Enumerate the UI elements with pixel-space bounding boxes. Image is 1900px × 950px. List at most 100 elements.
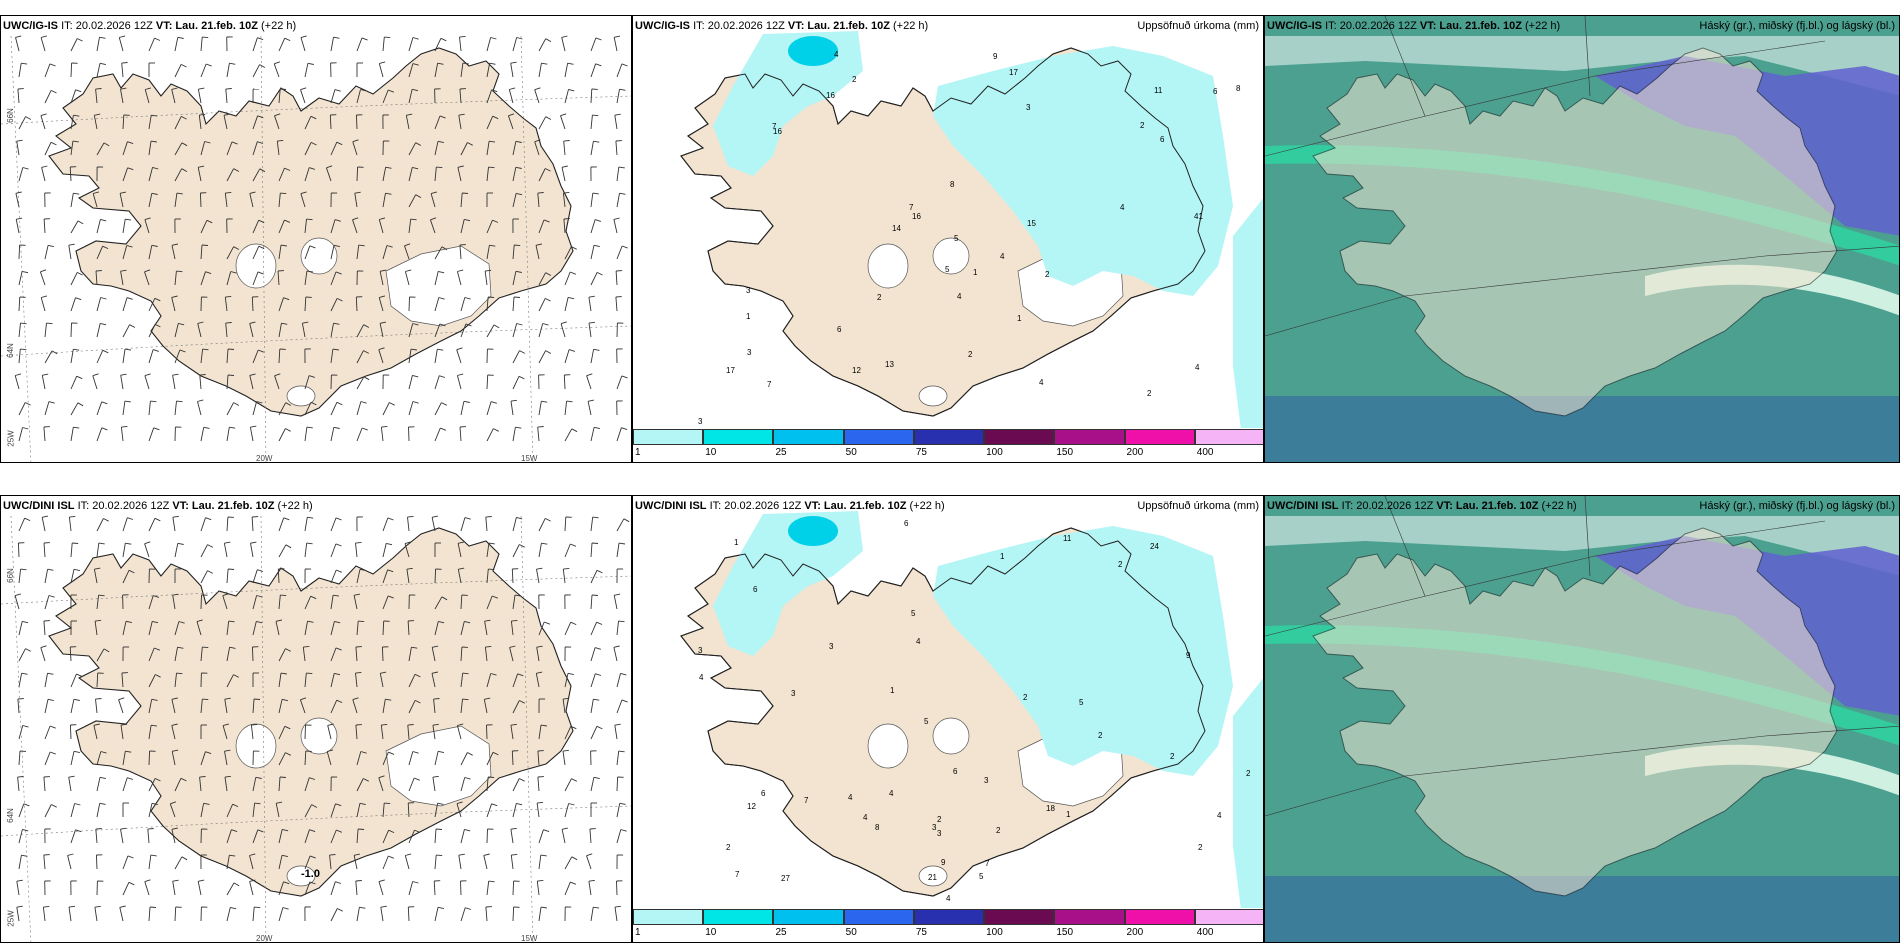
- wind-barb: [430, 193, 436, 208]
- wind-barb: [486, 828, 488, 844]
- wind-barb-flag: [458, 113, 465, 116]
- wind-barb-flag: [405, 269, 412, 272]
- wind-barb-flag: [509, 87, 516, 90]
- wind-barb: [407, 906, 410, 922]
- wind-barb-flag: [306, 542, 313, 545]
- wind-barb: [590, 272, 598, 286]
- wind-barb: [44, 401, 50, 416]
- wind-barb: [18, 244, 21, 260]
- wind-barb: [18, 673, 23, 688]
- wind-barb-flag: [458, 541, 464, 544]
- precip-panel-top: UWC/IG-IS IT: 20.02.2026 12Z VT: Lau. 21…: [632, 15, 1264, 463]
- wind-barb-flag: [258, 245, 265, 250]
- wind-barb: [434, 323, 441, 338]
- wind-barb: [200, 517, 206, 532]
- wind-barb: [590, 907, 594, 922]
- wind-barb-flag: [514, 594, 522, 597]
- wind-barb: [564, 349, 570, 364]
- wind-barb: [538, 168, 546, 182]
- wind-barb: [93, 569, 98, 584]
- wind-barb-flag: [306, 426, 313, 429]
- wind-barb-flag: [336, 141, 343, 146]
- wind-barb-flag: [98, 594, 105, 597]
- wind-barb-flag: [385, 192, 392, 195]
- wind-barb-flag: [25, 648, 32, 652]
- wind-barb: [17, 698, 20, 714]
- wind-barb: [95, 699, 98, 714]
- wind-barb: [278, 517, 285, 532]
- precip-value-label: 7: [804, 796, 809, 805]
- wind-barb-flag: [42, 373, 49, 376]
- wind-barb-flag: [465, 907, 472, 910]
- wind-barb: [356, 569, 361, 584]
- parallel-line: [1265, 40, 1826, 157]
- wind-barb-flag: [25, 116, 32, 120]
- wind-barb-flag: [592, 516, 599, 519]
- wind-barb: [538, 219, 545, 234]
- wind-barb-flag: [563, 191, 570, 194]
- wind-barb-flag: [456, 347, 463, 351]
- wind-barb: [614, 725, 618, 740]
- wind-barb-flag: [224, 749, 231, 752]
- wind-barb-flag: [207, 544, 214, 548]
- wind-barb-flag: [76, 375, 83, 380]
- wind-barb: [200, 349, 204, 364]
- wind-barb: [18, 402, 26, 416]
- wind-barb-flag: [436, 854, 443, 857]
- wind-barb-flag: [571, 428, 578, 433]
- wind-barb: [330, 219, 336, 234]
- precip-value-label: 11: [1154, 86, 1163, 95]
- wind-barb-flag: [540, 906, 547, 909]
- wind-barb-flag: [492, 115, 499, 120]
- precip-value-label: 1: [973, 268, 978, 277]
- wind-barb-flag: [16, 217, 23, 220]
- wind-barb: [486, 543, 490, 558]
- legend-swatch: [843, 429, 914, 445]
- wind-barb: [408, 89, 413, 104]
- wind-barb: [616, 776, 619, 792]
- precip-value-label: 2: [726, 843, 731, 852]
- wind-barb-flag: [537, 426, 544, 428]
- wind-barb: [562, 751, 566, 766]
- wind-barb: [352, 219, 358, 234]
- wind-barb-flag: [354, 191, 361, 194]
- wind-barb: [534, 89, 540, 104]
- panel-right-title: Háský (gr.), miðský (fj.bl.) og lágský (…: [1699, 500, 1895, 512]
- wind-barb: [564, 401, 568, 416]
- wind-barb-flag: [514, 244, 521, 247]
- legend-swatch: [773, 429, 844, 445]
- panel-right-title: Uppsöfnuð úrkoma (mm): [1137, 20, 1259, 32]
- wind-barb-flag: [47, 244, 55, 248]
- wind-barb-flag: [435, 828, 443, 830]
- wind-barb-flag: [282, 907, 289, 910]
- wind-barb: [616, 427, 622, 442]
- wind-barbs: [14, 515, 630, 922]
- wind-barb-flag: [49, 63, 56, 67]
- wind-barb: [120, 725, 124, 740]
- wind-barb-flag: [412, 37, 419, 40]
- wind-barb-flag: [20, 322, 27, 325]
- wind-barb-flag: [73, 114, 80, 117]
- cloud-map: [1265, 496, 1899, 942]
- wind-barb-flag: [73, 568, 80, 572]
- glacier-hofsjokull: [932, 717, 970, 755]
- wind-barb: [407, 517, 410, 532]
- wind-barb: [200, 271, 206, 286]
- lon-label-15: 15W: [521, 454, 538, 463]
- wind-barb-flag: [335, 543, 342, 547]
- wind-barb: [226, 402, 234, 416]
- glacier-myrdalsjokull: [918, 865, 948, 887]
- wind-barb: [616, 167, 620, 182]
- wind-barb: [355, 646, 358, 662]
- wind-barb: [300, 37, 306, 52]
- wind-barb: [197, 89, 202, 104]
- wind-barb: [329, 855, 332, 870]
- wind-barb: [407, 620, 410, 636]
- wind-barb-flag: [204, 141, 211, 144]
- wind-barb-flag: [359, 568, 366, 572]
- wind-barb: [70, 322, 72, 338]
- legend-swatch: [633, 909, 704, 925]
- wind-barb: [278, 699, 283, 714]
- wind-barb: [278, 88, 281, 104]
- wind-barb: [616, 803, 621, 818]
